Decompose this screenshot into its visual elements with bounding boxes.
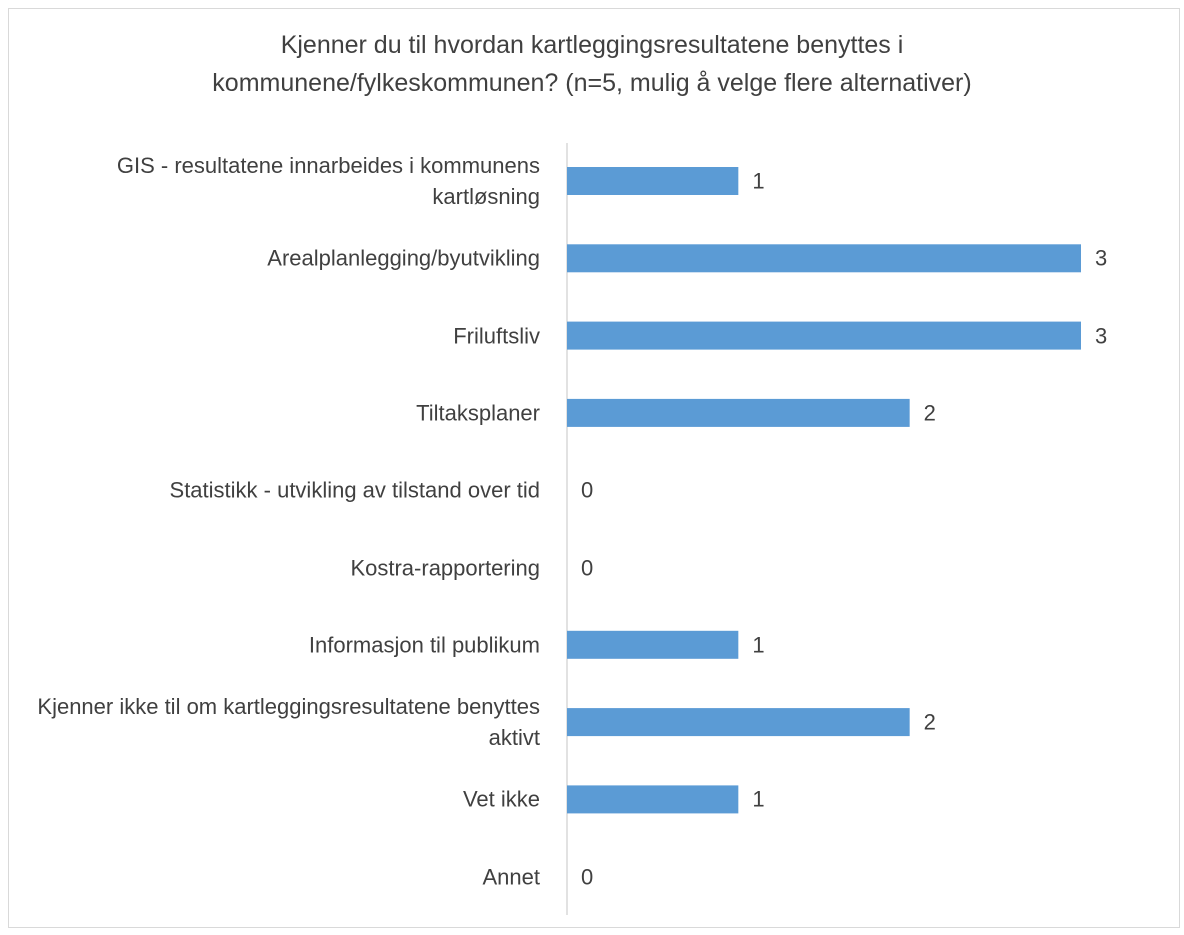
y-tick-label: Kostra-rapportering bbox=[350, 555, 540, 580]
data-label: 0 bbox=[581, 555, 594, 580]
y-tick-label: Tiltaksplaner bbox=[416, 400, 540, 426]
data-label: 0 bbox=[581, 864, 594, 890]
data-label: 2 bbox=[923, 400, 936, 426]
y-tick-label: Friluftsliv bbox=[453, 323, 540, 349]
chart-title: kommunene/fylkeskommunen? (n=5, mulig å … bbox=[212, 69, 972, 97]
y-tick-label: Arealplanlegging/byutvikling bbox=[267, 245, 540, 271]
bar bbox=[567, 785, 739, 814]
data-label: 3 bbox=[1095, 323, 1108, 349]
y-tick-label: Statistikk - utvikling av tilstand over … bbox=[169, 477, 540, 503]
bar bbox=[567, 398, 910, 427]
data-label: 2 bbox=[923, 709, 936, 735]
data-label: 1 bbox=[752, 786, 765, 812]
bar bbox=[567, 321, 1081, 350]
y-tick-label: Kjenner ikke til om kartleggingsresultat… bbox=[37, 694, 540, 751]
y-tick-label: GIS - resultatene innarbeides i kommunen… bbox=[116, 153, 540, 209]
data-label: 3 bbox=[1095, 245, 1108, 271]
data-label: 1 bbox=[752, 632, 765, 658]
y-tick-label: Annet bbox=[482, 864, 541, 890]
bar bbox=[567, 244, 1081, 273]
chart-title: Kjenner du til hvordan kartleggingsresul… bbox=[280, 31, 904, 59]
data-label: 1 bbox=[752, 168, 765, 194]
y-tick-label: Vet ikke bbox=[462, 786, 540, 812]
bar bbox=[567, 167, 739, 195]
data-label: 0 bbox=[581, 477, 594, 503]
bar bbox=[567, 708, 910, 737]
bar bbox=[567, 630, 739, 659]
chart-frame bbox=[8, 8, 1180, 928]
y-tick-label: Informasjon til publikum bbox=[308, 632, 540, 658]
